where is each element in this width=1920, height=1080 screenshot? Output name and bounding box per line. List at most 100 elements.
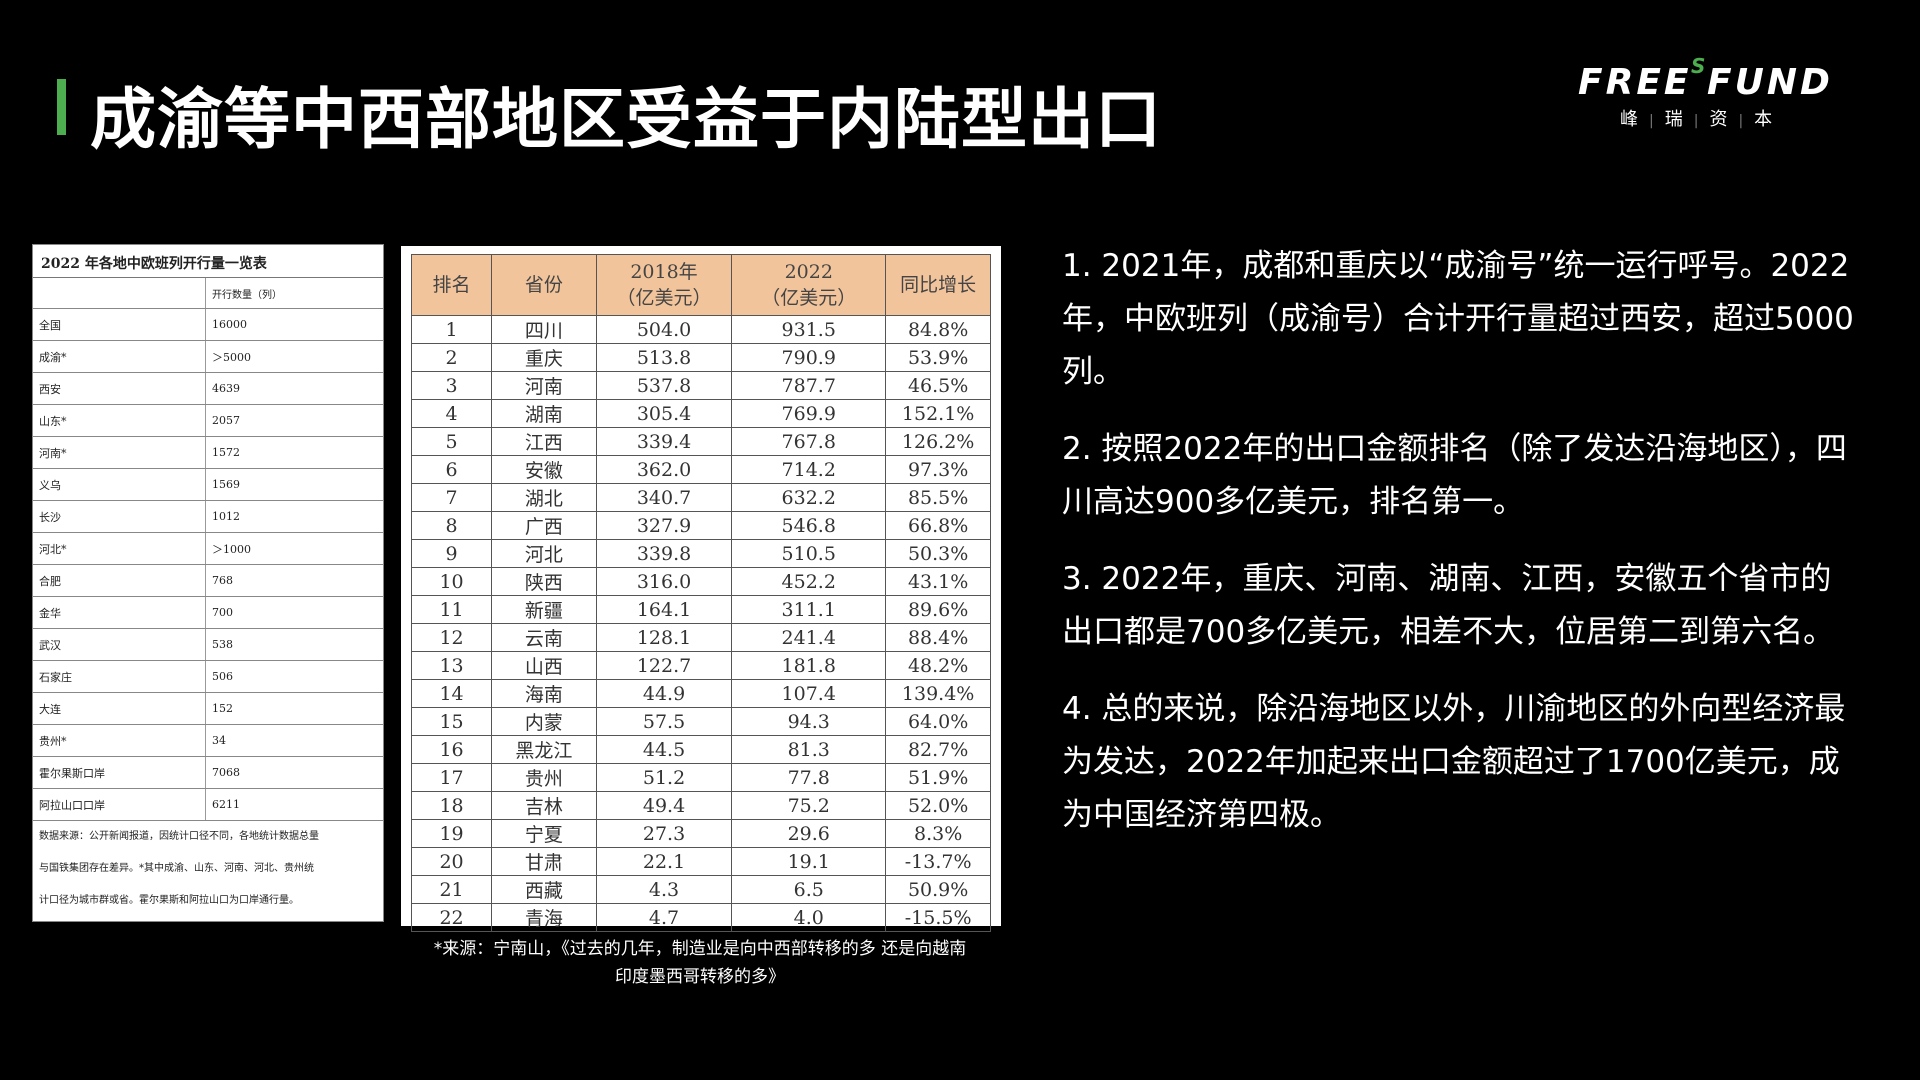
growth-cell: 48.2%: [885, 651, 991, 680]
table-row: 武汉 538: [33, 628, 383, 661]
growth-cell: 66.8%: [885, 511, 991, 540]
growth-cell: 52.0%: [885, 791, 991, 820]
china-europe-train-table: 2022 年各地中欧班列开行量一览表 开行数量（列） 全国 16000 成渝* ＞500…: [32, 244, 384, 922]
train-count-cell: ＞5000: [205, 340, 383, 373]
table-row: 14 海南 44.9 107.4 139.4%: [410, 679, 991, 708]
rank-cell: 18: [410, 791, 493, 820]
train-count-cell: ＞1000: [205, 532, 383, 565]
train-count-cell: 1012: [205, 500, 383, 533]
small-table-header: 开行数量（列）: [33, 278, 383, 309]
rank-cell: 20: [410, 847, 493, 876]
growth-cell: 64.0%: [885, 707, 991, 736]
export-ranking-table-panel: 排名 省份 2018年 （亿美元） 2022 （亿美元） 同比增长 1 四川 504.0 93…: [401, 246, 1001, 932]
export-2018-cell: 44.9: [595, 679, 733, 708]
rank-cell: 15: [410, 707, 493, 736]
small-table-note-line: 与国铁集团存在差异。*其中成渝、山东、河南、河北、贵州统: [39, 863, 314, 874]
province-cell: 西藏: [491, 875, 597, 904]
table-row: 义乌 1569: [33, 468, 383, 501]
province-cell: 河北: [491, 539, 597, 568]
table-row: 13 山西 122.7 181.8 48.2%: [410, 651, 991, 680]
rank-table-header-cell: 2018年 （亿美元）: [595, 254, 733, 316]
train-count-cell: 4639: [205, 372, 383, 405]
growth-cell: 8.3%: [885, 819, 991, 848]
table-row: 21 西藏 4.3 6.5 50.9%: [410, 875, 991, 904]
table-row: 11 新疆 164.1 311.1 89.6%: [410, 595, 991, 624]
export-2022-cell: 4.0: [731, 903, 887, 932]
rank-table-header-cell: 2022 （亿美元）: [731, 254, 887, 316]
export-2022-cell: 510.5: [731, 539, 887, 568]
export-2018-cell: 4.7: [595, 903, 733, 932]
export-2022-cell: 767.8: [731, 427, 887, 456]
growth-cell: 84.8%: [885, 315, 991, 344]
table-row: 22 青海 4.7 4.0 -15.5%: [410, 903, 991, 932]
key-point-3: 3. 2022年，重庆、河南、湖南、江西，安徽五个省市的出口都是700多亿美元，…: [1062, 561, 1835, 650]
province-cell: 吉林: [491, 791, 597, 820]
export-2018-cell: 537.8: [595, 371, 733, 400]
province-cell: 重庆: [491, 343, 597, 372]
province-cell: 陕西: [491, 567, 597, 596]
rank-cell: 7: [410, 483, 493, 512]
export-2022-cell: 181.8: [731, 651, 887, 680]
region-cell: 大连: [33, 692, 206, 725]
province-cell: 山西: [491, 651, 597, 680]
rank-cell: 3: [410, 371, 493, 400]
growth-cell: 88.4%: [885, 623, 991, 652]
export-2022-cell: 787.7: [731, 371, 887, 400]
export-2022-cell: 769.9: [731, 399, 887, 428]
region-cell: 成渝*: [33, 340, 206, 373]
table-row: 长沙 1012: [33, 500, 383, 533]
table-row: 10 陕西 316.0 452.2 43.1%: [410, 567, 991, 596]
rank-cell: 13: [410, 651, 493, 680]
small-table-header-cell: [33, 278, 206, 309]
export-2018-cell: 4.3: [595, 875, 733, 904]
table-row: 6 安徽 362.0 714.2 97.3%: [410, 455, 991, 484]
rank-cell: 2: [410, 343, 493, 372]
table-row: 合肥 768: [33, 564, 383, 597]
export-2018-cell: 316.0: [595, 567, 733, 596]
export-2018-cell: 27.3: [595, 819, 733, 848]
small-table-title: 2022 年各地中欧班列开行量一览表: [33, 245, 383, 278]
export-2022-cell: 546.8: [731, 511, 887, 540]
export-ranking-table: 排名 省份 2018年 （亿美元） 2022 （亿美元） 同比增长 1 四川 504.0 93…: [410, 254, 991, 932]
rank-cell: 8: [410, 511, 493, 540]
export-2022-cell: 6.5: [731, 875, 887, 904]
export-2022-cell: 94.3: [731, 707, 887, 736]
train-count-cell: 506: [205, 660, 383, 693]
table-row: 17 贵州 51.2 77.8 51.9%: [410, 763, 991, 792]
growth-cell: 152.1%: [885, 399, 991, 428]
region-cell: 合肥: [33, 564, 206, 597]
export-2018-cell: 504.0: [595, 315, 733, 344]
rank-cell: 9: [410, 539, 493, 568]
growth-cell: 46.5%: [885, 371, 991, 400]
region-cell: 全国: [33, 308, 206, 341]
small-table: 开行数量（列） 全国 16000 成渝* ＞5000 西安 4639 山东* 2057 河南* 15…: [33, 278, 383, 821]
export-2022-cell: 75.2: [731, 791, 887, 820]
export-2018-cell: 513.8: [595, 343, 733, 372]
growth-cell: 82.7%: [885, 735, 991, 764]
province-cell: 黑龙江: [491, 735, 597, 764]
train-count-cell: 1569: [205, 468, 383, 501]
table-row: 8 广西 327.9 546.8 66.8%: [410, 511, 991, 540]
export-2018-cell: 51.2: [595, 763, 733, 792]
province-cell: 海南: [491, 679, 597, 708]
export-2022-cell: 77.8: [731, 763, 887, 792]
rank-table-header-cell: 同比增长: [885, 254, 991, 316]
table-row: 9 河北 339.8 510.5 50.3%: [410, 539, 991, 568]
table-row: 2 重庆 513.8 790.9 53.9%: [410, 343, 991, 372]
rank-cell: 5: [410, 427, 493, 456]
export-2022-cell: 241.4: [731, 623, 887, 652]
table-row: 西安 4639: [33, 372, 383, 405]
export-2018-cell: 49.4: [595, 791, 733, 820]
export-2022-cell: 311.1: [731, 595, 887, 624]
source-note: *来源：宁南山，《过去的几年，制造业是向中西部转移的多 还是向越南 印度墨西哥转…: [400, 935, 1000, 991]
table-row: 19 宁夏 27.3 29.6 8.3%: [410, 819, 991, 848]
train-count-cell: 152: [205, 692, 383, 725]
table-row: 河南* 1572: [33, 436, 383, 469]
growth-cell: 126.2%: [885, 427, 991, 456]
train-count-cell: 538: [205, 628, 383, 661]
table-row: 18 吉林 49.4 75.2 52.0%: [410, 791, 991, 820]
province-cell: 宁夏: [491, 819, 597, 848]
rank-table-header-cell: 排名: [410, 254, 493, 316]
logo-wordmark: FREE FUND S: [1578, 54, 1844, 103]
table-row: 1 四川 504.0 931.5 84.8%: [410, 315, 991, 344]
